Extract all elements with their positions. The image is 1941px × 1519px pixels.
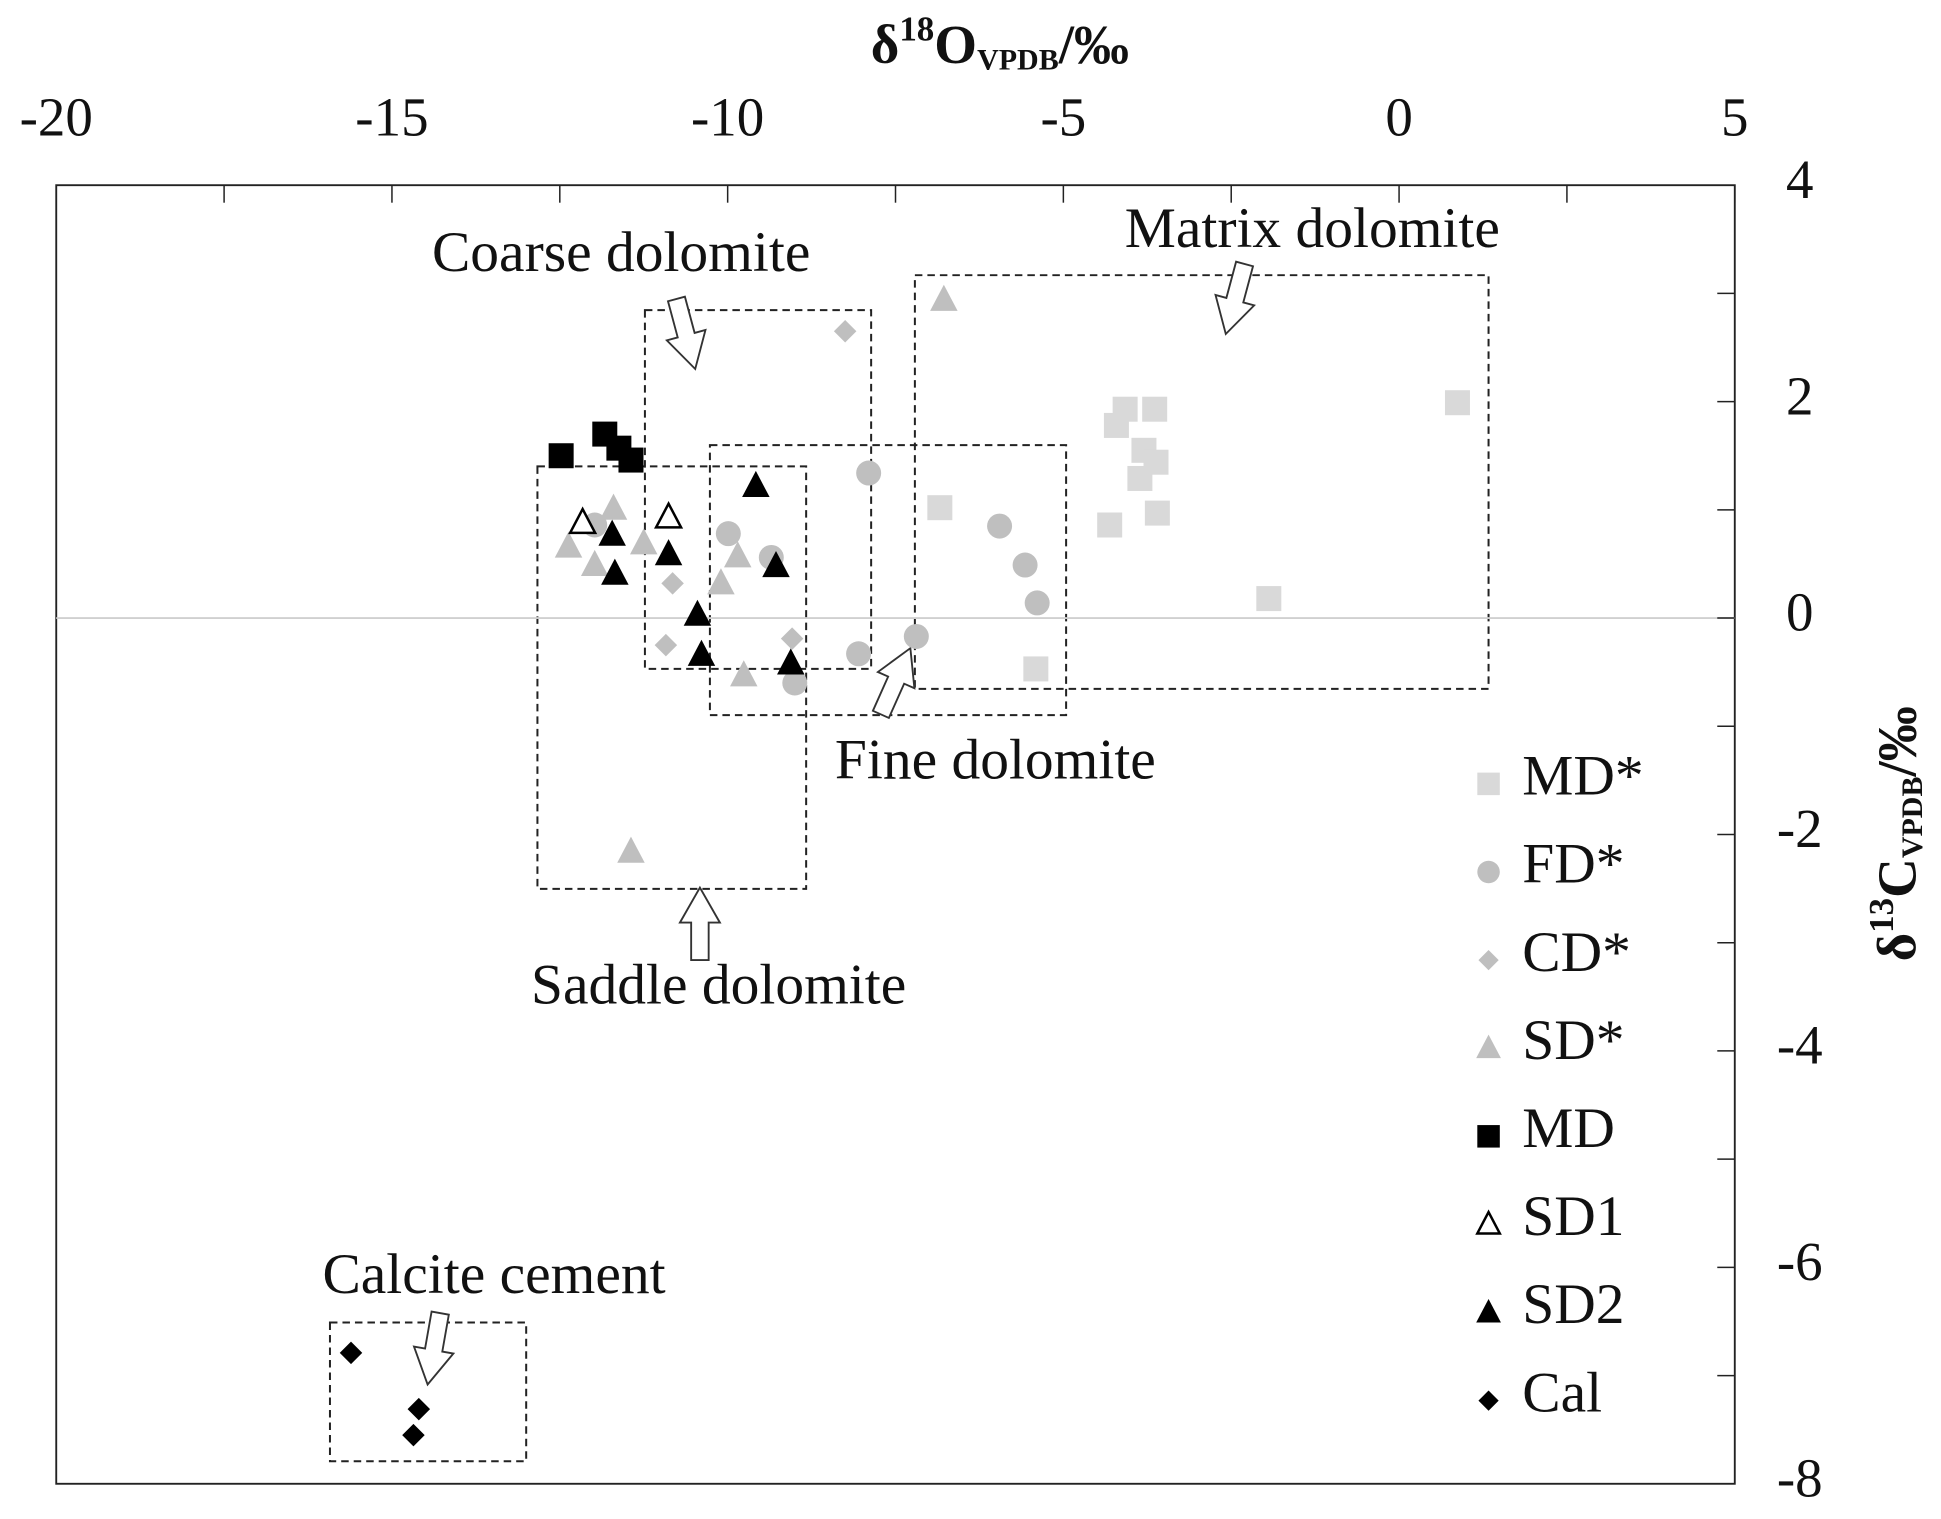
triangle-marker xyxy=(580,549,609,577)
diamond-marker xyxy=(833,320,857,343)
diamond-marker xyxy=(661,572,684,595)
triangle-marker xyxy=(654,539,683,566)
square-marker xyxy=(927,495,953,521)
circle-marker xyxy=(715,521,741,547)
triangle-marker xyxy=(629,528,658,555)
square-marker xyxy=(1142,396,1168,422)
triangle-marker xyxy=(777,648,805,675)
square-marker xyxy=(548,443,574,469)
legend-label: Cal xyxy=(1522,1361,1602,1424)
triangle-marker xyxy=(723,541,752,568)
square-marker xyxy=(1256,586,1282,612)
legend-label: MD* xyxy=(1522,745,1643,808)
circle-marker xyxy=(782,670,808,696)
circle-marker xyxy=(903,623,929,649)
triangle-marker xyxy=(1476,1034,1501,1059)
triangle-marker xyxy=(598,519,626,546)
diamond-marker xyxy=(1478,1390,1499,1411)
circle-marker xyxy=(1012,552,1038,578)
square-marker xyxy=(1444,390,1470,416)
triangle-marker xyxy=(762,550,790,578)
plot-frame xyxy=(55,184,1736,1485)
x-tick-label: 0 xyxy=(1385,86,1412,147)
triangle-marker xyxy=(554,531,583,558)
diamond-marker xyxy=(402,1423,425,1447)
triangle-marker xyxy=(742,470,770,498)
diamond-marker xyxy=(654,633,678,657)
x-tick-label: -20 xyxy=(20,86,93,147)
y-tick-label: -2 xyxy=(1777,798,1823,859)
arrow xyxy=(665,295,707,371)
legend-label: MD xyxy=(1522,1097,1615,1160)
annotation: Saddle dolomite xyxy=(531,953,906,1016)
legend-label: CD* xyxy=(1522,921,1631,984)
diamond-marker xyxy=(407,1397,431,1421)
y-tick-label: 0 xyxy=(1786,582,1814,643)
saddle-box xyxy=(536,465,808,890)
legend-label: FD* xyxy=(1522,833,1624,896)
annotation: Coarse dolomite xyxy=(432,221,810,284)
square-marker xyxy=(618,447,644,473)
open-triangle-marker xyxy=(654,500,684,529)
diamond-marker xyxy=(1478,949,1499,971)
x-tick-label: 5 xyxy=(1721,86,1749,147)
square-marker xyxy=(1097,512,1123,538)
triangle-marker xyxy=(617,836,645,863)
circle-marker xyxy=(1024,590,1050,616)
square-marker xyxy=(1112,396,1138,422)
y-tick-label: -8 xyxy=(1777,1447,1823,1508)
triangle-marker xyxy=(730,660,758,687)
coarse-box xyxy=(643,309,873,670)
y-axis-title: δ13CVPDB/‰ xyxy=(1862,706,1929,961)
legend-label: SD* xyxy=(1522,1009,1624,1072)
y-tick-label: 2 xyxy=(1786,365,1814,426)
matrix-box xyxy=(913,274,1490,690)
triangle-marker xyxy=(707,568,735,595)
square-marker xyxy=(1127,465,1153,491)
annotation: Fine dolomite xyxy=(835,728,1156,791)
circle-marker xyxy=(846,641,872,667)
triangle-marker xyxy=(683,599,712,626)
triangle-marker xyxy=(930,284,958,311)
square-marker xyxy=(1023,656,1049,682)
x-tick-label: -5 xyxy=(1040,86,1086,147)
x-axis-title: δ18OVPDB/‰ xyxy=(871,10,1129,77)
arrow xyxy=(412,1310,456,1387)
y-tick-label: 4 xyxy=(1786,149,1814,210)
annotation: Calcite cement xyxy=(322,1243,665,1306)
triangle-marker xyxy=(1476,1298,1501,1323)
triangle-marker xyxy=(687,639,716,666)
arrow xyxy=(678,885,722,962)
arrow xyxy=(1214,260,1256,336)
legend-label: SD1 xyxy=(1522,1185,1624,1248)
circle-marker xyxy=(856,460,882,486)
legend-label: SD2 xyxy=(1522,1273,1624,1336)
diamond-marker xyxy=(339,1341,363,1365)
calcite-box xyxy=(328,1321,528,1463)
square-marker xyxy=(1477,1125,1500,1148)
open-triangle-marker xyxy=(568,506,598,535)
arrow xyxy=(871,646,916,720)
circle-marker xyxy=(987,513,1013,539)
diamond-marker xyxy=(780,627,804,650)
open-triangle-marker xyxy=(1475,1209,1502,1235)
x-tick-label: -15 xyxy=(355,86,428,147)
square-marker xyxy=(1477,772,1500,796)
y-tick-label: -4 xyxy=(1777,1015,1823,1076)
annotation: Matrix dolomite xyxy=(1125,197,1500,260)
triangle-marker xyxy=(601,558,629,585)
x-tick-label: -10 xyxy=(691,86,764,147)
square-marker xyxy=(1144,500,1170,526)
triangle-marker xyxy=(599,493,628,520)
y-tick-label: -6 xyxy=(1777,1231,1823,1292)
circle-marker xyxy=(1477,860,1500,884)
